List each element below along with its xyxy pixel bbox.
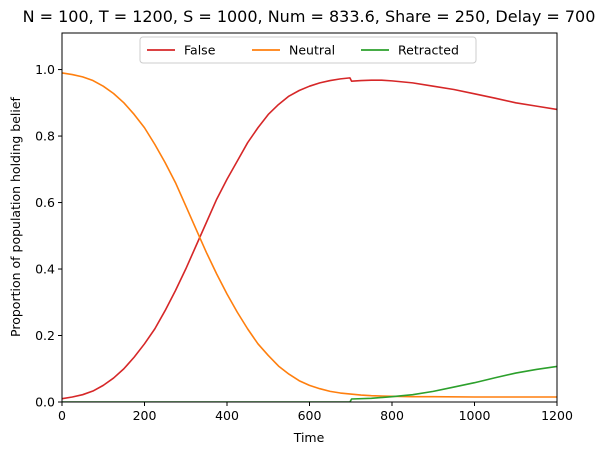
y-tick-label: 0.2 bbox=[35, 328, 55, 343]
chart-title: N = 100, T = 1200, S = 1000, Num = 833.6… bbox=[23, 7, 596, 26]
legend: False Neutral Retracted bbox=[139, 36, 477, 64]
y-tick-label: 0.4 bbox=[35, 262, 55, 277]
axis-ticks: 0 200 400 600 800 1000 1200 0.0 0.2 0.4 0.6 0.8 1.0 bbox=[35, 62, 573, 423]
y-tick-label: 1.0 bbox=[35, 62, 55, 77]
x-axis-label: Time bbox=[293, 430, 325, 445]
series-lines bbox=[62, 72, 557, 402]
series-line-neutral bbox=[62, 72, 557, 398]
series-line-retracted bbox=[62, 365, 557, 402]
y-tick-label: 0.6 bbox=[35, 195, 55, 210]
x-tick-label: 1000 bbox=[459, 408, 491, 423]
series-line-false bbox=[62, 77, 557, 400]
x-tick-label: 1200 bbox=[541, 408, 573, 423]
x-tick-label: 0 bbox=[58, 408, 66, 423]
legend-box bbox=[139, 36, 477, 64]
legend-label-false: False bbox=[184, 43, 216, 58]
x-tick-label: 600 bbox=[298, 408, 322, 423]
x-tick-label: 200 bbox=[133, 408, 157, 423]
legend-label-retracted: Retracted bbox=[398, 43, 459, 58]
y-axis-label: Proportion of population holding belief bbox=[8, 96, 23, 337]
y-tick-label: 0.8 bbox=[35, 129, 55, 144]
x-tick-label: 400 bbox=[215, 408, 239, 423]
y-tick-label: 0.0 bbox=[35, 395, 55, 410]
legend-label-neutral: Neutral bbox=[289, 43, 335, 58]
x-tick-label: 800 bbox=[380, 408, 404, 423]
plot-frame bbox=[61, 32, 558, 403]
